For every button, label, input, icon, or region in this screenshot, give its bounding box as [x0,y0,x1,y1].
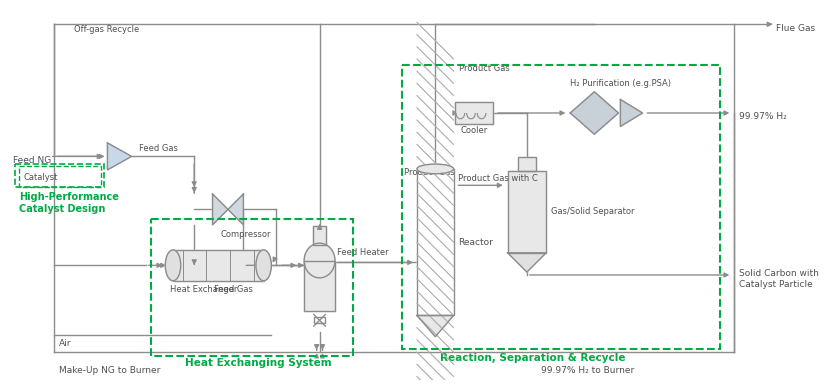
Ellipse shape [304,243,335,278]
Bar [508,171,546,253]
Text: Compressor: Compressor [220,229,271,239]
Bar [312,226,327,245]
Text: Cooler: Cooler [460,127,488,135]
Text: Solid Carbon with
Catalyst Particle: Solid Carbon with Catalyst Particle [739,269,819,289]
Ellipse shape [256,250,272,281]
Bar [304,260,335,311]
Bar [312,226,327,245]
Text: Reaction, Separation & Recycle: Reaction, Separation & Recycle [440,353,626,363]
Text: Feed NG: Feed NG [13,156,52,165]
Text: Make-Up NG to Burner: Make-Up NG to Burner [59,366,160,375]
Text: Off-gas Recycle: Off-gas Recycle [74,25,139,34]
Bar [304,260,335,311]
Ellipse shape [165,250,180,281]
Bar [455,103,493,123]
Ellipse shape [417,164,454,174]
Polygon shape [107,143,131,170]
Text: Product Gas with C: Product Gas with C [459,175,538,183]
Bar [455,103,493,123]
Text: Feed Gas: Feed Gas [214,284,253,294]
Text: Product Gas: Product Gas [460,64,510,73]
Text: 99.97% H₂ to Burner: 99.97% H₂ to Burner [541,366,635,375]
Text: Product Gas: Product Gas [405,168,455,177]
Text: Flue Gas: Flue Gas [775,24,814,33]
Bar [173,250,263,281]
Bar [508,171,546,253]
Bar [314,317,326,323]
Bar [519,158,535,171]
Text: Air: Air [59,339,71,348]
Polygon shape [417,315,454,337]
Text: Feed Gas: Feed Gas [140,144,178,154]
Polygon shape [508,253,546,272]
Text: Gas/Solid Separator: Gas/Solid Separator [551,207,635,216]
Bar [173,250,263,281]
Bar [417,169,454,315]
Polygon shape [570,92,618,134]
Polygon shape [621,99,642,127]
Text: Feed Heater: Feed Heater [337,248,389,257]
Text: High-Performance
Catalyst Design: High-Performance Catalyst Design [19,192,119,214]
Bar [417,169,454,315]
Text: Heat Exchanging System: Heat Exchanging System [184,358,332,368]
Polygon shape [228,194,243,225]
Text: Catalyst: Catalyst [23,173,58,182]
Bar [519,158,535,171]
Text: 99.97% H₂: 99.97% H₂ [739,112,787,122]
Text: H₂ Purification (e.g.PSA): H₂ Purification (e.g.PSA) [570,79,671,88]
Text: Heat Exchanger: Heat Exchanger [170,284,238,294]
Polygon shape [213,194,228,225]
Text: Reactor: Reactor [459,238,494,247]
